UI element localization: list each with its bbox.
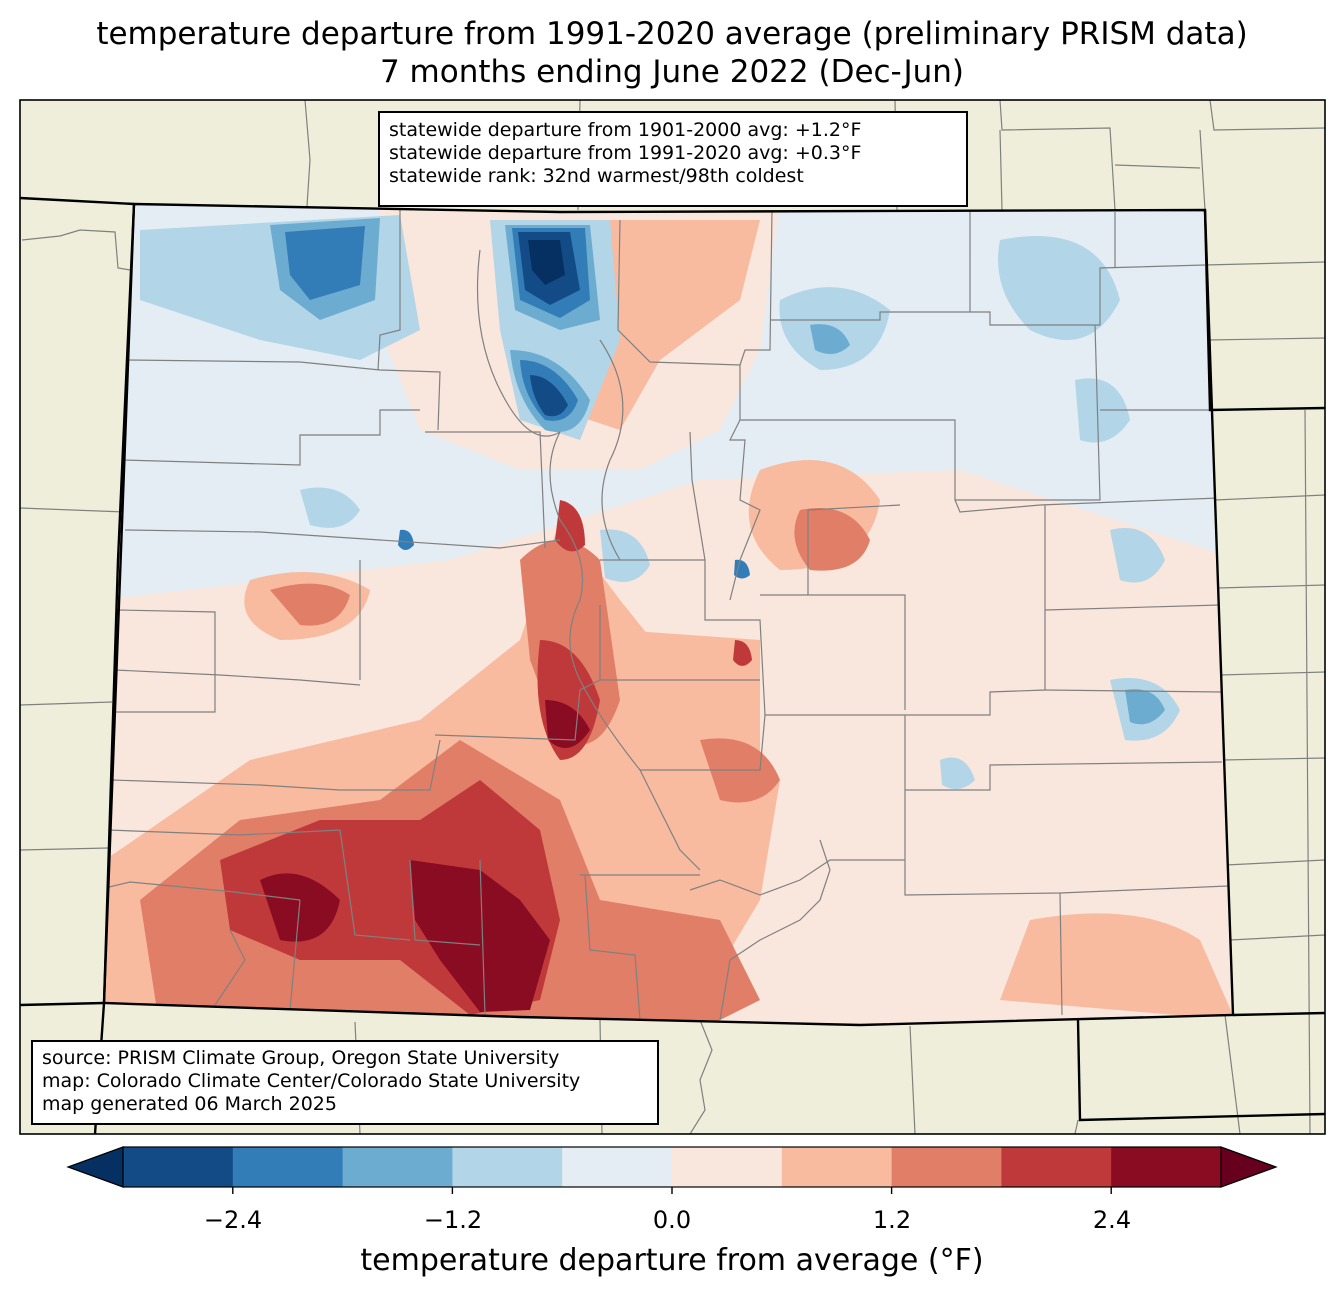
colorbar: [66, 1146, 1278, 1194]
map-title-line2: 7 months ending June 2022 (Dec-Jun): [379, 54, 965, 90]
credit-box: source: PRISM Climate Group, Oregon Stat…: [31, 1040, 659, 1125]
credit-generated: map generated 06 March 2025: [42, 1093, 337, 1115]
credit-source: source: PRISM Climate Group, Oregon Stat…: [42, 1047, 560, 1069]
colorbar-bin: [452, 1147, 563, 1187]
stats-line-1901-2000: statewide departure from 1901-2000 avg: …: [389, 119, 862, 141]
colorbar-extend-high: [1220, 1146, 1278, 1188]
colorado-county-lines: [104, 209, 1229, 1021]
stats-line-1991-2020: statewide departure from 1991-2020 avg: …: [389, 142, 862, 164]
statewide-stats-box: statewide departure from 1901-2000 avg: …: [378, 111, 968, 207]
colorado-border: [102, 202, 1235, 1027]
colorbar-bin: [672, 1147, 783, 1187]
colorbar-tick-label: 0.0: [652, 1206, 692, 1234]
colorbar-bin: [232, 1147, 344, 1187]
colorbar-bin: [562, 1147, 673, 1187]
credit-map: map: Colorado Climate Center/Colorado St…: [42, 1070, 581, 1092]
colorbar-bin: [1111, 1147, 1222, 1187]
colorbar-label: temperature departure from average (°F): [360, 1243, 984, 1278]
colorbar-bin: [1001, 1147, 1112, 1187]
colorbar-tick-label: 1.2: [872, 1206, 912, 1234]
colorbar-extend-low: [66, 1146, 124, 1188]
colorbar-tick-label: 2.4: [1092, 1206, 1132, 1234]
map-title-line1: temperature departure from 1991-2020 ave…: [96, 16, 1248, 52]
map-frame-border: [19, 99, 1326, 1135]
stats-line-rank: statewide rank: 32nd warmest/98th coldes…: [389, 165, 804, 187]
colorbar-tick-label: −1.2: [423, 1206, 483, 1234]
colorbar-bin: [781, 1147, 893, 1187]
colorbar-tick-label: −2.4: [203, 1206, 263, 1234]
colorbar-bin: [891, 1147, 1002, 1187]
colorbar-bin: [342, 1147, 453, 1187]
colorbar-bin: [123, 1147, 234, 1187]
state-boundaries: [20, 196, 1325, 1134]
